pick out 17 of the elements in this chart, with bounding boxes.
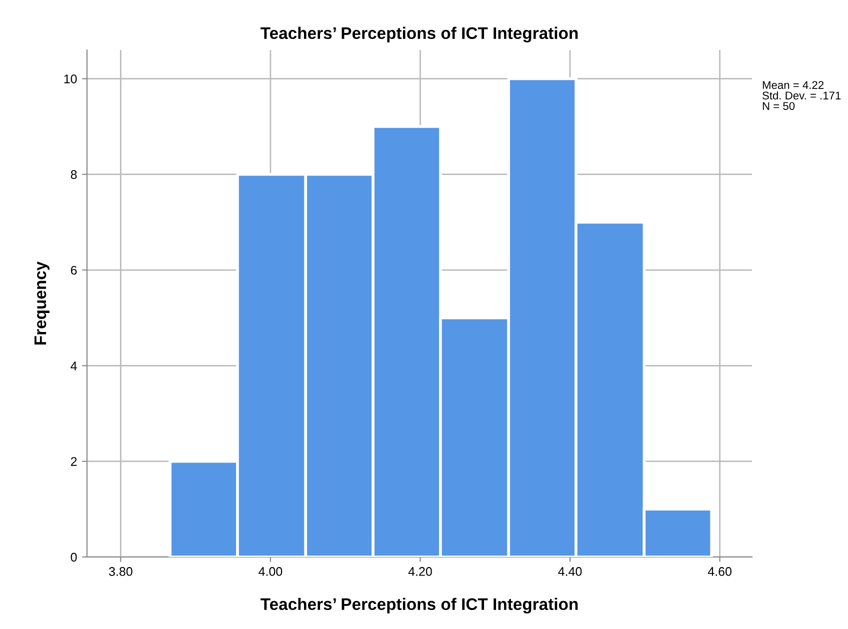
y-tick-label: 6 (70, 266, 77, 275)
chart-title: Teachers’ Perceptions of ICT Integration (260, 26, 578, 42)
x-axis-title: Teachers’ Perceptions of ICT Integration (260, 598, 578, 614)
text: Mean = 4.22 (762, 81, 824, 89)
y-tick-label: 2 (70, 457, 77, 466)
y-tick-label: 0 (70, 552, 77, 562)
x-tick-label: 3.80 (109, 567, 132, 576)
x-tick-label: 4.00 (258, 567, 282, 576)
y-axis-title: Frequency (34, 261, 50, 345)
y-tick-label: 10 (64, 74, 77, 84)
x-tick-label: 4.20 (408, 567, 432, 576)
text: N = 50 (762, 102, 795, 110)
y-tick-label: 8 (70, 170, 77, 180)
x-tick-label: 4.40 (558, 567, 582, 576)
y-tick-label: 4 (70, 362, 77, 370)
text: Std. Dev. = .171 (762, 91, 841, 100)
x-tick-label: 4.60 (708, 567, 732, 576)
